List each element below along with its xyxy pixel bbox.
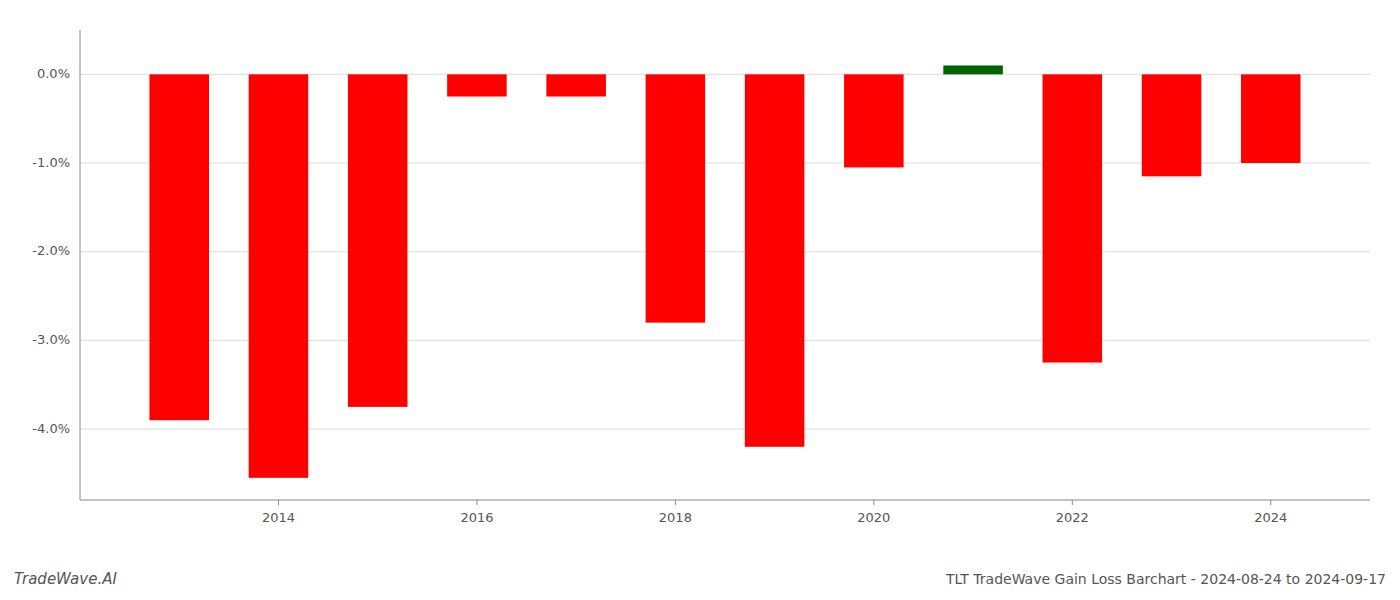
x-tick [278,500,279,505]
y-tick-label: -1.0% [32,155,70,170]
bar [249,74,309,477]
bar [1142,74,1202,176]
x-tick [476,500,477,505]
x-tick-label: 2018 [659,510,692,525]
bar [646,74,706,322]
bar [844,74,904,167]
title: TLT TradeWave Gain Loss Barchart - 2024-… [945,571,1386,587]
bar [149,74,209,420]
bar [1043,74,1103,362]
y-tick-label: -2.0% [32,243,70,258]
y-axis-line [80,30,81,500]
bar [943,65,1003,74]
x-tick-label: 2020 [857,510,890,525]
annotation: TradeWave.AI [14,570,117,588]
x-tick-label: 2022 [1056,510,1089,525]
y-tick-label: -3.0% [32,332,70,347]
x-axis-line [80,500,1370,501]
axes: 0.0% -1.0% -2.0% -3.0% -4.0% 2014 2016 2018 2020… [32,30,1370,525]
y-tick-label: 0.0% [37,66,70,81]
x-tick-label: 2014 [262,510,295,525]
y-tick-label: -4.0% [32,421,70,436]
bar [447,74,507,96]
x-tick [1072,500,1073,505]
bars [149,65,1300,477]
x-tick [675,500,676,505]
bar [1241,74,1301,163]
bar [348,74,408,407]
x-tick-label: 2024 [1254,510,1287,525]
bar [546,74,606,96]
chart-container: 0.0% -1.0% -2.0% -3.0% -4.0% 2014 2016 2018 2020… [0,0,1400,600]
x-tick [873,500,874,505]
chart-svg: 0.0% -1.0% -2.0% -3.0% -4.0% 2014 2016 2018 2020… [0,0,1400,600]
x-tick-label: 2016 [460,510,493,525]
bar [745,74,805,446]
x-tick [1270,500,1271,505]
